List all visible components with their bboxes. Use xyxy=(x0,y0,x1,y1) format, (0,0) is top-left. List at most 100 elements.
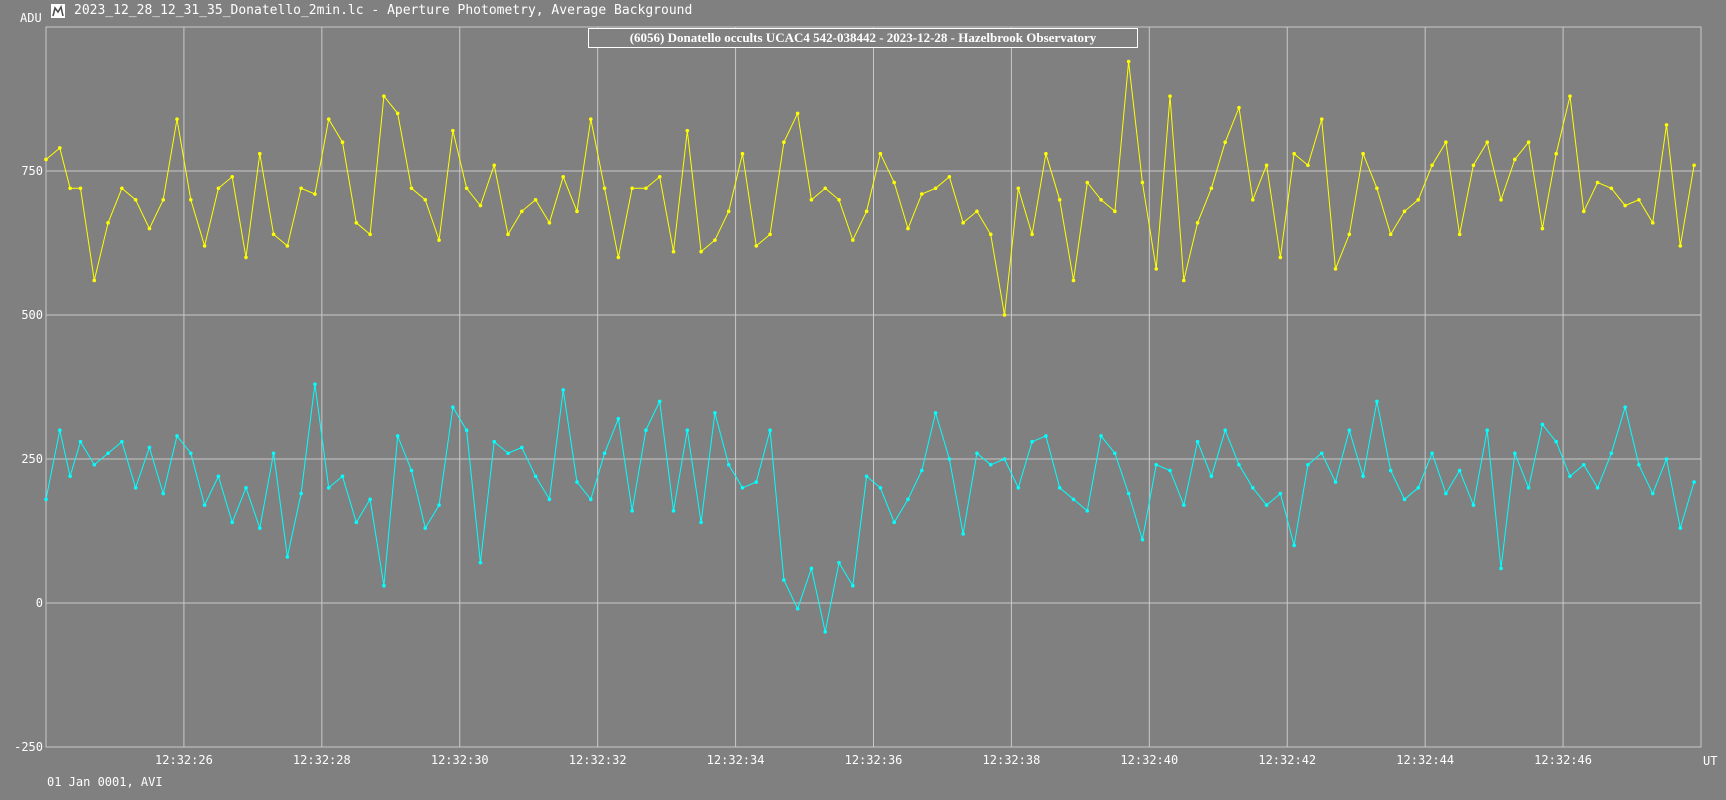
x-tick-label: 12:32:30 xyxy=(431,753,489,767)
data-point xyxy=(988,232,993,237)
data-point xyxy=(285,555,290,559)
data-point xyxy=(975,209,979,214)
data-point xyxy=(147,445,152,450)
data-point xyxy=(133,486,138,490)
data-point xyxy=(1457,232,1462,237)
series-layer xyxy=(44,59,1696,634)
data-point xyxy=(1016,486,1021,490)
data-point xyxy=(202,244,207,248)
data-point xyxy=(947,174,952,179)
data-point xyxy=(1016,186,1021,191)
data-point xyxy=(271,232,276,237)
data-point xyxy=(588,497,593,502)
data-point xyxy=(726,209,731,214)
data-point xyxy=(1581,209,1586,214)
data-point xyxy=(1250,486,1255,490)
data-point xyxy=(478,203,483,208)
data-point xyxy=(878,486,883,490)
tick-label-layer: -250 0 250 500 750 12:32:26 12:32:28 12:32:30 12… xyxy=(14,164,1592,767)
data-point xyxy=(478,560,483,565)
data-point xyxy=(1609,451,1614,456)
x-tick-label: 12:32:40 xyxy=(1120,753,1178,767)
data-point xyxy=(1375,186,1379,191)
data-point xyxy=(1554,439,1558,444)
data-point xyxy=(1113,209,1117,214)
data-point xyxy=(257,526,262,530)
data-point xyxy=(409,186,414,191)
data-point xyxy=(1664,123,1669,127)
data-point xyxy=(216,474,221,479)
data-point xyxy=(575,480,579,484)
data-point xyxy=(175,117,179,121)
data-point xyxy=(864,474,869,479)
data-point xyxy=(1692,163,1696,168)
data-point xyxy=(395,434,400,438)
data-point xyxy=(713,411,717,415)
data-point xyxy=(423,198,428,202)
data-point xyxy=(1595,486,1600,490)
data-point xyxy=(1195,439,1200,444)
x-tick-label: 12:32:26 xyxy=(155,753,213,767)
data-point xyxy=(1002,313,1007,317)
chart-title: (6056) Donatello occults UCAC4 542-03844… xyxy=(588,28,1138,48)
data-point xyxy=(285,244,290,248)
data-point xyxy=(161,491,166,496)
data-point xyxy=(547,497,552,502)
data-point xyxy=(933,411,938,415)
data-point xyxy=(1678,244,1683,248)
data-point xyxy=(423,526,428,530)
data-point xyxy=(768,428,772,433)
data-point xyxy=(1195,221,1200,225)
data-point xyxy=(975,451,979,456)
data-point xyxy=(202,503,207,507)
data-point xyxy=(147,226,152,231)
data-point xyxy=(851,583,855,588)
data-point xyxy=(740,486,745,490)
data-point xyxy=(1237,105,1241,110)
data-point xyxy=(1375,399,1379,404)
grid-layer xyxy=(45,26,1702,748)
data-point xyxy=(561,388,565,392)
data-point xyxy=(382,583,386,588)
data-point xyxy=(230,520,234,525)
data-point xyxy=(368,232,372,237)
data-point xyxy=(1457,468,1462,473)
data-point xyxy=(1278,255,1283,260)
data-point xyxy=(906,497,910,502)
x-tick-label: 12:32:34 xyxy=(707,753,765,767)
y-axis-label: ADU xyxy=(20,11,42,25)
data-point xyxy=(1126,491,1131,496)
data-point xyxy=(947,457,952,461)
footer-date-source: 01 Jan 0001, AVI xyxy=(47,775,163,789)
data-point xyxy=(754,480,759,484)
data-point xyxy=(768,232,772,237)
data-point xyxy=(1554,151,1558,156)
data-point xyxy=(1485,140,1490,144)
data-point xyxy=(1209,186,1214,191)
data-point xyxy=(1581,462,1586,467)
data-point xyxy=(340,474,345,479)
data-point xyxy=(92,462,97,467)
data-point xyxy=(1540,422,1545,427)
data-point xyxy=(1333,480,1338,484)
data-point xyxy=(1292,543,1296,548)
data-point xyxy=(1126,59,1131,64)
data-point xyxy=(78,186,83,191)
y-tick-label: 250 xyxy=(21,452,43,466)
data-point xyxy=(1057,486,1062,490)
data-point xyxy=(1319,117,1324,121)
data-point xyxy=(492,163,497,168)
data-point xyxy=(216,186,221,191)
data-point xyxy=(851,238,855,242)
data-point xyxy=(671,509,676,513)
data-point xyxy=(1182,503,1186,507)
data-point xyxy=(837,198,841,202)
data-point xyxy=(1471,163,1476,168)
data-point xyxy=(244,486,248,490)
data-point xyxy=(120,186,124,191)
data-point xyxy=(1168,94,1172,98)
data-point xyxy=(68,186,72,191)
data-point xyxy=(1099,198,1103,202)
data-point xyxy=(133,198,138,202)
